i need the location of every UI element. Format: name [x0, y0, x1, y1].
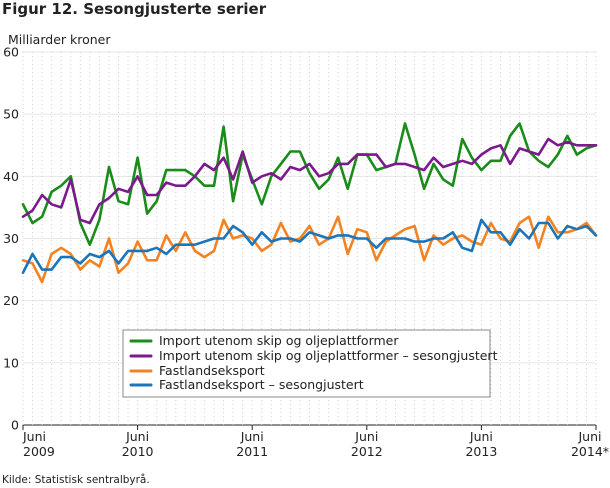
- x-tick-month: Juni: [469, 429, 493, 444]
- y-tick-label: 30: [3, 231, 19, 246]
- series-line-3: [21, 218, 598, 275]
- y-tick-label: 60: [3, 45, 19, 60]
- source-note: Kilde: Statistisk sentralbyrå.: [2, 474, 150, 486]
- legend-label-export-sa: Fastlandseksport – sesongjustert: [159, 377, 364, 392]
- x-tick-month: Juni: [22, 429, 46, 444]
- x-tick-year: 2010: [122, 444, 154, 459]
- series-lines: [21, 122, 598, 284]
- x-tick-year: 2011: [236, 444, 268, 459]
- series-line-2: [21, 215, 598, 284]
- x-tick-month: Juni: [354, 429, 378, 444]
- legend-label-export: Fastlandseksport: [159, 363, 265, 378]
- y-axis-ticks: 0 10 20 30 40 50 60: [3, 45, 19, 433]
- legend-box: [122, 329, 491, 398]
- x-tick-year: 2013: [465, 444, 497, 459]
- x-tick-year: 2009: [23, 444, 55, 459]
- x-tick-month: Juni: [240, 429, 264, 444]
- x-axis-ticks: Juni2009Juni2010Juni2011Juni2012Juni2013…: [22, 425, 609, 459]
- x-tick-year: 2014*: [571, 444, 609, 459]
- chart-title: Figur 12. Sesongjusterte serier: [2, 0, 267, 18]
- y-tick-label: 40: [3, 169, 19, 184]
- legend-label-import: Import utenom skip og oljeplattformer: [159, 333, 399, 348]
- y-tick-label: 50: [3, 107, 19, 122]
- legend-label-import-sa: Import utenom skip og oljeplattformer – …: [159, 348, 498, 363]
- x-tick-month: Juni: [577, 429, 601, 444]
- series-line-0: [21, 122, 598, 246]
- legend: Import utenom skip og oljeplattformer Im…: [122, 329, 498, 398]
- y-tick-label: 20: [3, 293, 19, 308]
- x-tick-month: Juni: [125, 429, 149, 444]
- y-tick-label: 10: [3, 355, 19, 370]
- x-tick-year: 2012: [351, 444, 383, 459]
- y-tick-label: 0: [11, 418, 19, 433]
- y-axis-label: Milliarder kroner: [8, 32, 111, 47]
- series-line-1: [21, 137, 598, 225]
